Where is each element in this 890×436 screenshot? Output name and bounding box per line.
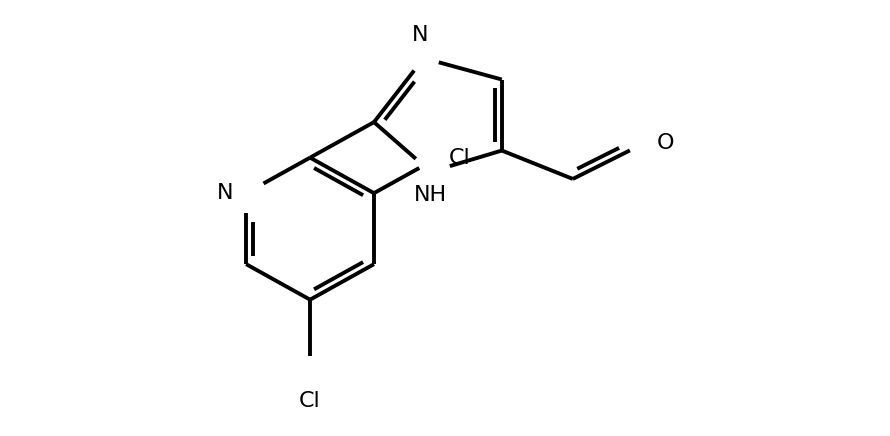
- Text: O: O: [657, 133, 674, 153]
- Text: NH: NH: [414, 184, 448, 204]
- Text: Cl: Cl: [449, 148, 470, 167]
- Text: N: N: [412, 25, 428, 45]
- Text: N: N: [217, 183, 233, 203]
- Text: Cl: Cl: [299, 391, 321, 411]
